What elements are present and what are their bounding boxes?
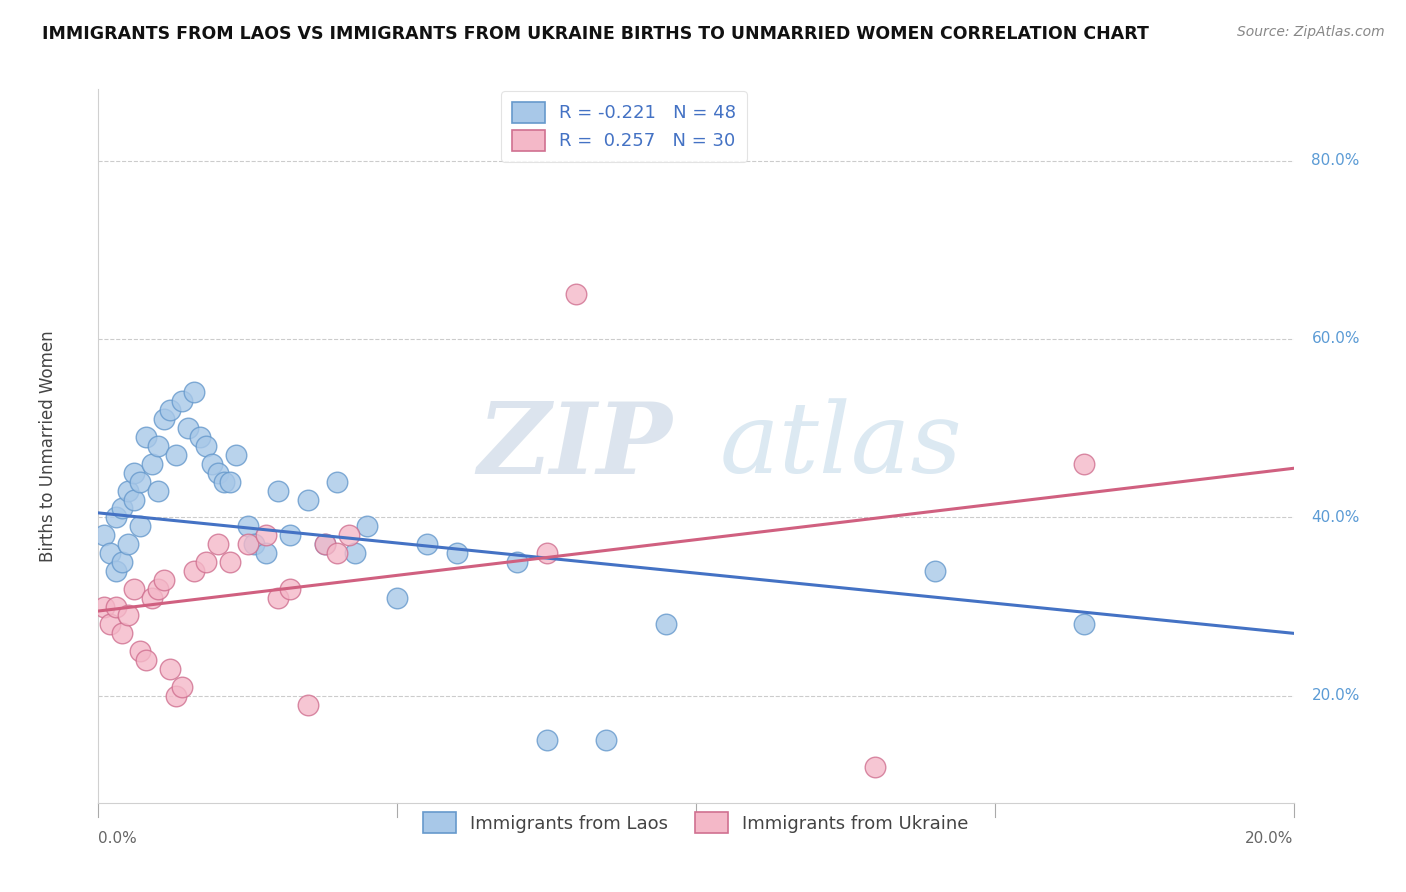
Point bbox=[124, 492, 146, 507]
Point bbox=[236, 537, 259, 551]
Point bbox=[207, 537, 229, 551]
Point bbox=[188, 430, 211, 444]
Point bbox=[172, 680, 194, 694]
Text: Source: ZipAtlas.com: Source: ZipAtlas.com bbox=[1237, 25, 1385, 39]
Point bbox=[105, 564, 128, 578]
Point bbox=[297, 698, 319, 712]
Point bbox=[98, 617, 122, 632]
Point bbox=[153, 573, 176, 587]
Point bbox=[141, 457, 163, 471]
Point bbox=[278, 528, 301, 542]
Point bbox=[105, 599, 128, 614]
Point bbox=[98, 546, 122, 560]
Point bbox=[177, 421, 200, 435]
Point bbox=[416, 537, 439, 551]
Point bbox=[148, 439, 170, 453]
Point bbox=[172, 394, 194, 409]
Point bbox=[195, 555, 218, 569]
Point bbox=[595, 733, 617, 747]
Point bbox=[219, 475, 242, 489]
Text: atlas: atlas bbox=[720, 399, 963, 493]
Point bbox=[267, 483, 290, 498]
Text: Births to Unmarried Women: Births to Unmarried Women bbox=[39, 330, 58, 562]
Point bbox=[111, 555, 134, 569]
Point bbox=[278, 582, 301, 596]
Point bbox=[148, 483, 170, 498]
Point bbox=[297, 492, 319, 507]
Point bbox=[356, 519, 378, 533]
Text: ZIP: ZIP bbox=[477, 398, 672, 494]
Point bbox=[183, 564, 205, 578]
Point bbox=[385, 591, 409, 605]
Point bbox=[129, 519, 152, 533]
Point bbox=[344, 546, 367, 560]
Point bbox=[183, 385, 205, 400]
Point bbox=[93, 599, 115, 614]
Point bbox=[93, 528, 115, 542]
Point bbox=[865, 760, 887, 774]
Point bbox=[536, 733, 558, 747]
Point bbox=[159, 662, 181, 676]
Point bbox=[446, 546, 468, 560]
Text: 80.0%: 80.0% bbox=[1312, 153, 1360, 168]
Text: 60.0%: 60.0% bbox=[1312, 332, 1360, 346]
Text: 40.0%: 40.0% bbox=[1312, 510, 1360, 524]
Point bbox=[326, 475, 349, 489]
Point bbox=[254, 546, 277, 560]
Point bbox=[141, 591, 163, 605]
Point bbox=[124, 466, 146, 480]
Point bbox=[153, 412, 176, 426]
Point bbox=[212, 475, 235, 489]
Point bbox=[159, 403, 181, 417]
Point bbox=[165, 689, 187, 703]
Point bbox=[315, 537, 337, 551]
Point bbox=[148, 582, 170, 596]
Point bbox=[924, 564, 946, 578]
Point bbox=[339, 528, 361, 542]
Point bbox=[111, 501, 134, 516]
Point bbox=[315, 537, 337, 551]
Point bbox=[117, 483, 139, 498]
Text: 20.0%: 20.0% bbox=[1246, 831, 1294, 847]
Point bbox=[195, 439, 218, 453]
Point bbox=[536, 546, 558, 560]
Text: 20.0%: 20.0% bbox=[1312, 689, 1360, 703]
Point bbox=[135, 653, 157, 667]
Point bbox=[201, 457, 224, 471]
Point bbox=[117, 608, 139, 623]
Point bbox=[129, 475, 152, 489]
Point bbox=[105, 510, 128, 524]
Point bbox=[655, 617, 678, 632]
Point bbox=[267, 591, 290, 605]
Point bbox=[565, 287, 588, 301]
Text: 0.0%: 0.0% bbox=[98, 831, 138, 847]
Point bbox=[129, 644, 152, 658]
Point bbox=[207, 466, 229, 480]
Legend: Immigrants from Laos, Immigrants from Ukraine: Immigrants from Laos, Immigrants from Uk… bbox=[416, 805, 976, 840]
Point bbox=[236, 519, 259, 533]
Point bbox=[111, 626, 134, 640]
Point bbox=[124, 582, 146, 596]
Point bbox=[243, 537, 266, 551]
Point bbox=[1073, 617, 1095, 632]
Point bbox=[506, 555, 529, 569]
Point bbox=[1073, 457, 1095, 471]
Point bbox=[326, 546, 349, 560]
Point bbox=[135, 430, 157, 444]
Point bbox=[225, 448, 247, 462]
Point bbox=[254, 528, 277, 542]
Point bbox=[117, 537, 139, 551]
Text: IMMIGRANTS FROM LAOS VS IMMIGRANTS FROM UKRAINE BIRTHS TO UNMARRIED WOMEN CORREL: IMMIGRANTS FROM LAOS VS IMMIGRANTS FROM … bbox=[42, 25, 1149, 43]
Point bbox=[165, 448, 187, 462]
Point bbox=[219, 555, 242, 569]
